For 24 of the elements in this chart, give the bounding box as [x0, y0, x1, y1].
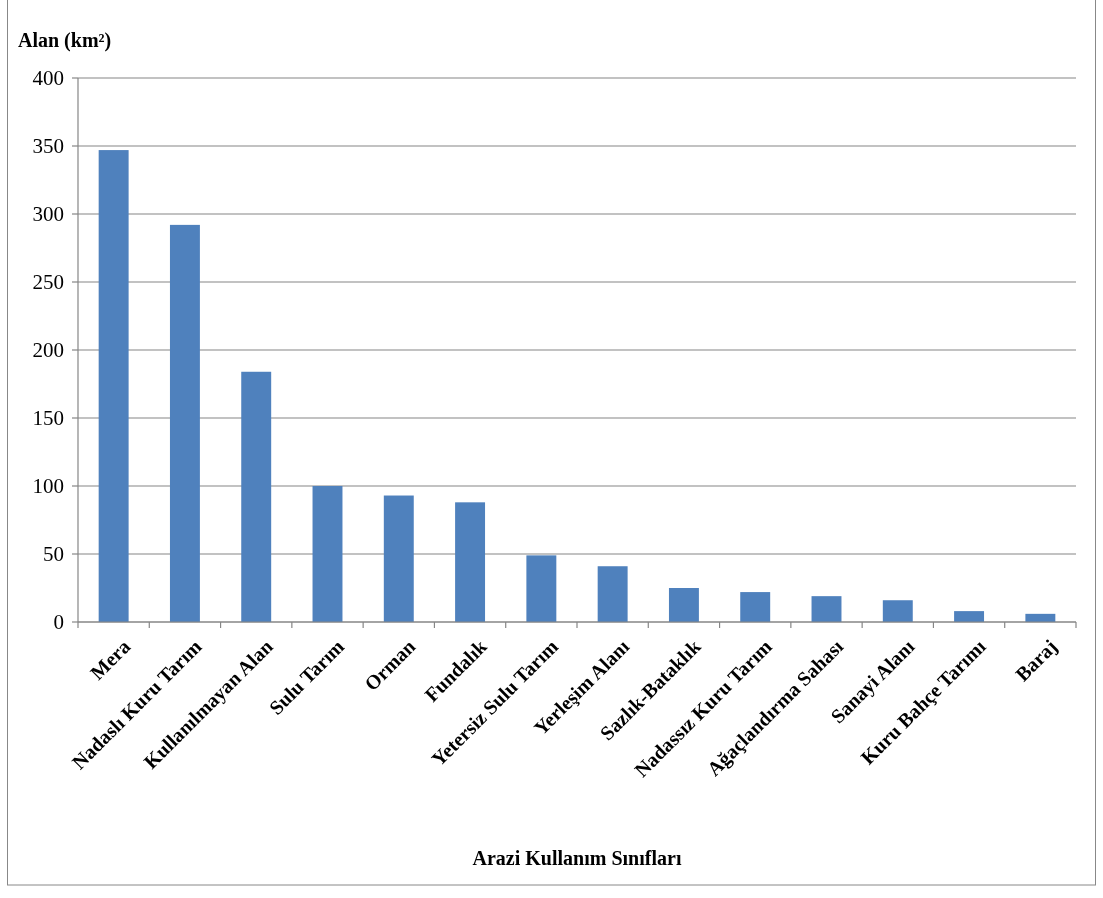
y-tick-label: 0 [53, 610, 64, 635]
bar [241, 371, 272, 622]
bar [383, 495, 414, 622]
y-tick-label: 250 [32, 270, 64, 295]
bar [740, 592, 771, 622]
bar [169, 224, 200, 622]
x-axis-title: Arazi Kullanım Sınıfları [472, 847, 682, 869]
bar [312, 486, 343, 622]
bar [455, 502, 486, 622]
bar [526, 555, 557, 622]
bar [954, 611, 985, 622]
y-tick-label: 200 [32, 338, 64, 363]
y-axis-title: Alan (km²) [18, 29, 112, 52]
y-tick-label: 350 [32, 134, 64, 159]
y-tick-label: 300 [32, 202, 64, 227]
y-tick-label: 400 [32, 66, 64, 91]
y-tick-label: 100 [32, 474, 64, 499]
bar [811, 596, 842, 622]
bar [597, 566, 628, 622]
bar [882, 600, 913, 622]
bar [668, 588, 699, 622]
y-tick-label: 150 [32, 406, 64, 431]
bar [98, 150, 129, 622]
y-tick-label: 50 [43, 542, 64, 567]
